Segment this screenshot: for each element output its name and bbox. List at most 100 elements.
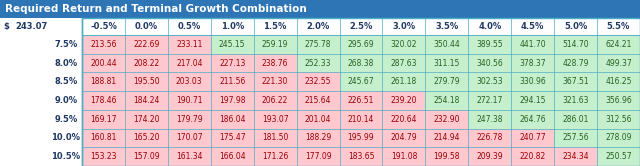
FancyBboxPatch shape	[426, 91, 468, 110]
FancyBboxPatch shape	[211, 147, 253, 166]
Text: 213.56: 213.56	[90, 40, 116, 49]
Text: 245.15: 245.15	[219, 40, 246, 49]
Text: 191.08: 191.08	[391, 152, 417, 161]
Text: 175.47: 175.47	[219, 133, 246, 142]
Text: 240.77: 240.77	[520, 133, 546, 142]
FancyBboxPatch shape	[82, 147, 125, 166]
Text: 428.79: 428.79	[563, 59, 589, 68]
FancyBboxPatch shape	[253, 129, 296, 147]
FancyBboxPatch shape	[211, 129, 253, 147]
Text: 9.0%: 9.0%	[54, 96, 77, 105]
Text: 183.65: 183.65	[348, 152, 374, 161]
Text: 350.44: 350.44	[433, 40, 460, 49]
Text: 186.04: 186.04	[219, 115, 246, 124]
Text: 250.57: 250.57	[605, 152, 632, 161]
FancyBboxPatch shape	[296, 147, 340, 166]
Text: 252.33: 252.33	[305, 59, 332, 68]
FancyBboxPatch shape	[383, 129, 426, 147]
Text: 2.5%: 2.5%	[349, 22, 372, 31]
FancyBboxPatch shape	[468, 54, 511, 72]
Text: 210.14: 210.14	[348, 115, 374, 124]
FancyBboxPatch shape	[426, 129, 468, 147]
Text: 294.15: 294.15	[520, 96, 546, 105]
FancyBboxPatch shape	[340, 72, 383, 91]
Text: 4.0%: 4.0%	[478, 22, 501, 31]
Text: 193.07: 193.07	[262, 115, 289, 124]
Text: 302.53: 302.53	[476, 77, 503, 86]
Text: 378.37: 378.37	[520, 59, 546, 68]
FancyBboxPatch shape	[597, 129, 640, 147]
Text: 177.09: 177.09	[305, 152, 332, 161]
Text: 8.5%: 8.5%	[54, 77, 77, 86]
Text: 254.18: 254.18	[434, 96, 460, 105]
Text: 195.50: 195.50	[133, 77, 160, 86]
FancyBboxPatch shape	[125, 110, 168, 129]
Text: 233.11: 233.11	[176, 40, 202, 49]
FancyBboxPatch shape	[383, 147, 426, 166]
Text: 169.17: 169.17	[90, 115, 116, 124]
FancyBboxPatch shape	[468, 91, 511, 110]
FancyBboxPatch shape	[383, 35, 426, 54]
FancyBboxPatch shape	[468, 129, 511, 147]
Text: 5.5%: 5.5%	[607, 22, 630, 31]
FancyBboxPatch shape	[0, 0, 640, 18]
Text: 1.5%: 1.5%	[264, 22, 287, 31]
Text: 208.22: 208.22	[133, 59, 159, 68]
Text: 7.5%: 7.5%	[54, 40, 77, 49]
Text: 1.0%: 1.0%	[221, 22, 244, 31]
Text: 153.23: 153.23	[90, 152, 116, 161]
Text: 0.5%: 0.5%	[178, 22, 201, 31]
FancyBboxPatch shape	[554, 91, 597, 110]
Text: -0.5%: -0.5%	[90, 22, 117, 31]
FancyBboxPatch shape	[383, 72, 426, 91]
FancyBboxPatch shape	[253, 72, 296, 91]
Text: 222.69: 222.69	[133, 40, 159, 49]
FancyBboxPatch shape	[168, 72, 211, 91]
FancyBboxPatch shape	[511, 147, 554, 166]
Text: 160.81: 160.81	[90, 133, 116, 142]
FancyBboxPatch shape	[253, 35, 296, 54]
FancyBboxPatch shape	[82, 72, 125, 91]
FancyBboxPatch shape	[383, 54, 426, 72]
FancyBboxPatch shape	[554, 110, 597, 129]
Text: 340.56: 340.56	[476, 59, 503, 68]
Text: 170.07: 170.07	[176, 133, 203, 142]
Text: Required Return and Terminal Growth Combination: Required Return and Terminal Growth Comb…	[5, 4, 307, 14]
Text: 287.63: 287.63	[390, 59, 417, 68]
Text: 178.46: 178.46	[90, 96, 116, 105]
FancyBboxPatch shape	[468, 35, 511, 54]
FancyBboxPatch shape	[168, 54, 211, 72]
Text: 227.13: 227.13	[219, 59, 245, 68]
Text: 259.19: 259.19	[262, 40, 289, 49]
FancyBboxPatch shape	[168, 91, 211, 110]
Text: 211.56: 211.56	[219, 77, 245, 86]
Text: 234.34: 234.34	[563, 152, 589, 161]
FancyBboxPatch shape	[426, 35, 468, 54]
FancyBboxPatch shape	[82, 35, 125, 54]
FancyBboxPatch shape	[468, 72, 511, 91]
Text: 311.15: 311.15	[434, 59, 460, 68]
FancyBboxPatch shape	[554, 129, 597, 147]
Text: 215.64: 215.64	[305, 96, 332, 105]
Text: 239.20: 239.20	[390, 96, 417, 105]
Text: 356.96: 356.96	[605, 96, 632, 105]
Text: 203.03: 203.03	[176, 77, 203, 86]
FancyBboxPatch shape	[168, 35, 211, 54]
FancyBboxPatch shape	[125, 147, 168, 166]
Text: 441.70: 441.70	[520, 40, 546, 49]
FancyBboxPatch shape	[168, 110, 211, 129]
FancyBboxPatch shape	[168, 129, 211, 147]
FancyBboxPatch shape	[554, 54, 597, 72]
Text: 214.94: 214.94	[433, 133, 460, 142]
Text: 238.76: 238.76	[262, 59, 289, 68]
FancyBboxPatch shape	[211, 91, 253, 110]
Text: 165.20: 165.20	[133, 133, 159, 142]
Text: 321.63: 321.63	[563, 96, 589, 105]
FancyBboxPatch shape	[253, 110, 296, 129]
Text: 268.38: 268.38	[348, 59, 374, 68]
FancyBboxPatch shape	[125, 54, 168, 72]
FancyBboxPatch shape	[597, 54, 640, 72]
FancyBboxPatch shape	[340, 91, 383, 110]
Text: 232.55: 232.55	[305, 77, 332, 86]
FancyBboxPatch shape	[597, 91, 640, 110]
